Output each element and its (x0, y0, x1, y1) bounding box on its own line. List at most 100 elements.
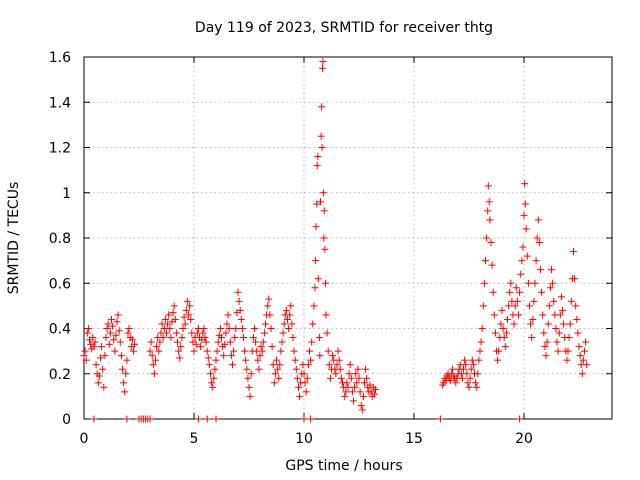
data-point (556, 311, 564, 319)
data-point (320, 234, 328, 242)
data-point (348, 388, 356, 396)
data-point (359, 392, 367, 400)
data-point (103, 325, 111, 332)
data-point (203, 347, 211, 355)
data-point (361, 379, 368, 387)
data-point (177, 343, 185, 351)
data-point (346, 361, 354, 369)
data-point (576, 352, 584, 360)
y-tick-label: 1 (62, 186, 71, 202)
data-point (554, 347, 562, 355)
data-point (218, 334, 225, 342)
data-point (579, 356, 587, 364)
data-point (463, 370, 471, 378)
data-point (512, 284, 520, 292)
data-point (279, 329, 287, 337)
data-point (174, 338, 181, 346)
data-point (528, 334, 536, 342)
data-point (565, 334, 573, 342)
data-point (300, 370, 308, 378)
data-point (559, 306, 566, 314)
data-point (84, 325, 92, 332)
data-point (555, 329, 563, 337)
data-point (347, 374, 355, 382)
data-point (341, 392, 349, 400)
data-point (354, 365, 362, 373)
data-point (485, 198, 493, 206)
data-point (566, 320, 574, 328)
data-point (540, 329, 548, 337)
data-point (527, 320, 535, 328)
data-point (232, 325, 240, 332)
data-point (259, 338, 267, 346)
data-point (573, 315, 581, 323)
data-point (357, 401, 365, 409)
data-point (518, 257, 526, 265)
data-point (167, 334, 175, 342)
baseline-markers (90, 415, 524, 423)
data-point (289, 334, 297, 342)
data-point (204, 354, 212, 362)
data-point (494, 356, 502, 364)
data-point (542, 352, 550, 360)
data-point (519, 243, 527, 251)
data-point (286, 311, 294, 319)
data-point (482, 257, 489, 265)
data-point (544, 320, 552, 328)
data-point (105, 340, 113, 348)
data-point (296, 392, 304, 400)
data-point (325, 361, 333, 369)
data-point (209, 383, 217, 391)
x-tick-labels: 0 5 10 15 20 (80, 431, 533, 447)
data-point (181, 320, 189, 328)
data-point (171, 315, 179, 323)
data-point (332, 370, 340, 378)
baseline-marker (203, 415, 211, 423)
data-point (358, 406, 366, 414)
data-point (318, 144, 326, 151)
baseline-marker (194, 415, 202, 423)
data-point (112, 331, 120, 339)
data-point (282, 306, 290, 314)
data-point (563, 356, 571, 364)
data-point (269, 361, 277, 369)
data-point (255, 365, 263, 373)
data-point (80, 352, 88, 360)
data-point (529, 315, 537, 323)
data-point (483, 234, 491, 242)
data-point (521, 200, 529, 208)
data-point (572, 302, 580, 310)
data-point (548, 266, 555, 274)
data-point (472, 379, 480, 387)
y-tick-label: 0.6 (49, 276, 71, 292)
data-point (311, 284, 319, 292)
data-point (190, 347, 198, 355)
data-point (571, 275, 579, 283)
data-point (488, 261, 496, 269)
data-point (251, 325, 258, 332)
data-point (187, 315, 195, 323)
data-point (165, 311, 173, 319)
data-point (526, 302, 533, 310)
data-point (313, 162, 321, 170)
data-point (82, 356, 90, 364)
data-point (500, 334, 508, 342)
data-point (212, 356, 220, 364)
data-point (290, 347, 298, 355)
data-point (94, 379, 102, 387)
data-point (104, 320, 112, 328)
data-point (265, 295, 273, 303)
data-point (507, 279, 515, 287)
data-point (262, 320, 269, 328)
data-point (356, 388, 364, 396)
y-tick-labels: 0 0.2 0.4 0.6 0.8 1 1.2 1.4 1.6 (49, 50, 71, 428)
data-point (227, 352, 235, 360)
data-point (226, 338, 234, 346)
data-point (345, 370, 353, 378)
data-point (549, 279, 557, 287)
x-axis-label: GPS time / hours (285, 458, 402, 474)
data-point (267, 325, 275, 332)
data-point (295, 383, 302, 391)
data-point (530, 297, 538, 305)
